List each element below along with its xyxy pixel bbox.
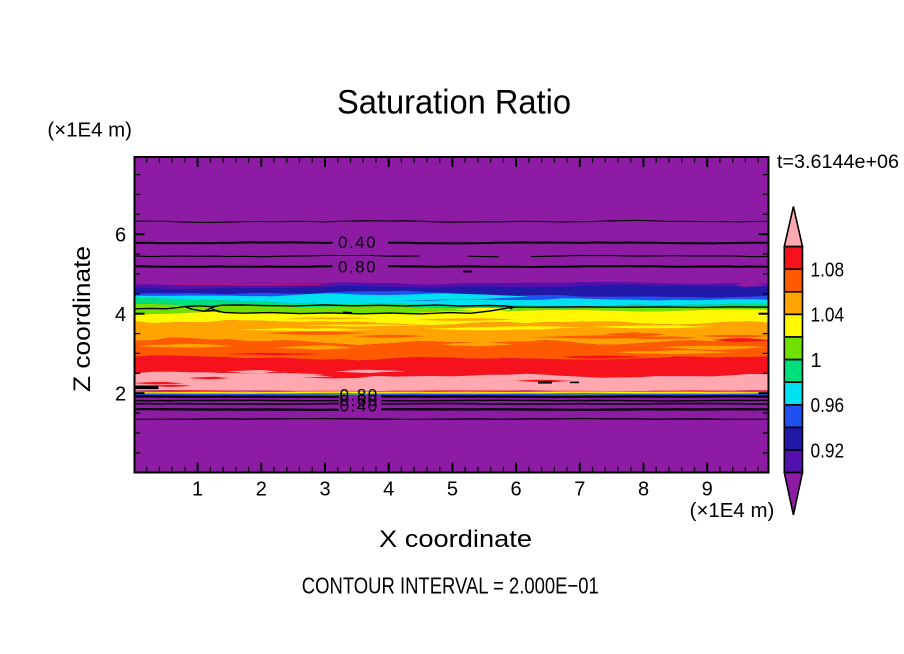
svg-text:(×1E4 m): (×1E4 m) [690,500,775,522]
svg-text:Saturation Ratio: Saturation Ratio [337,84,571,122]
svg-text:8: 8 [638,479,649,501]
svg-text:9: 9 [702,479,713,501]
svg-text:0.40: 0.40 [338,233,377,252]
svg-text:X coordinate: X coordinate [379,526,532,553]
svg-text:2: 2 [115,383,126,405]
svg-text:0.96: 0.96 [811,395,845,417]
svg-text:4: 4 [383,479,394,501]
svg-text:(×1E4 m): (×1E4 m) [47,120,132,142]
svg-text:0.80: 0.80 [338,257,377,276]
svg-text:3: 3 [319,479,330,501]
svg-text:7: 7 [574,479,585,501]
svg-text:0.92: 0.92 [811,440,845,462]
svg-text:0.40: 0.40 [340,397,379,416]
svg-text:0.80: 0.80 [340,386,379,405]
svg-text:4: 4 [115,304,126,326]
svg-text:1: 1 [811,350,822,372]
svg-text:2: 2 [256,479,267,501]
svg-text:t=3.6144e+06: t=3.6144e+06 [777,152,899,173]
svg-text:6: 6 [115,224,126,246]
svg-text:1.08: 1.08 [811,260,845,282]
svg-text:6: 6 [511,479,522,501]
svg-text:0.60: 0.60 [340,391,379,410]
svg-text:Z coordinate: Z coordinate [69,246,96,392]
svg-text:CONTOUR INTERVAL = 2.000E−01: CONTOUR INTERVAL = 2.000E−01 [302,573,599,599]
svg-text:1: 1 [192,479,203,501]
svg-text:5: 5 [447,479,458,501]
svg-text:1.04: 1.04 [811,305,845,327]
